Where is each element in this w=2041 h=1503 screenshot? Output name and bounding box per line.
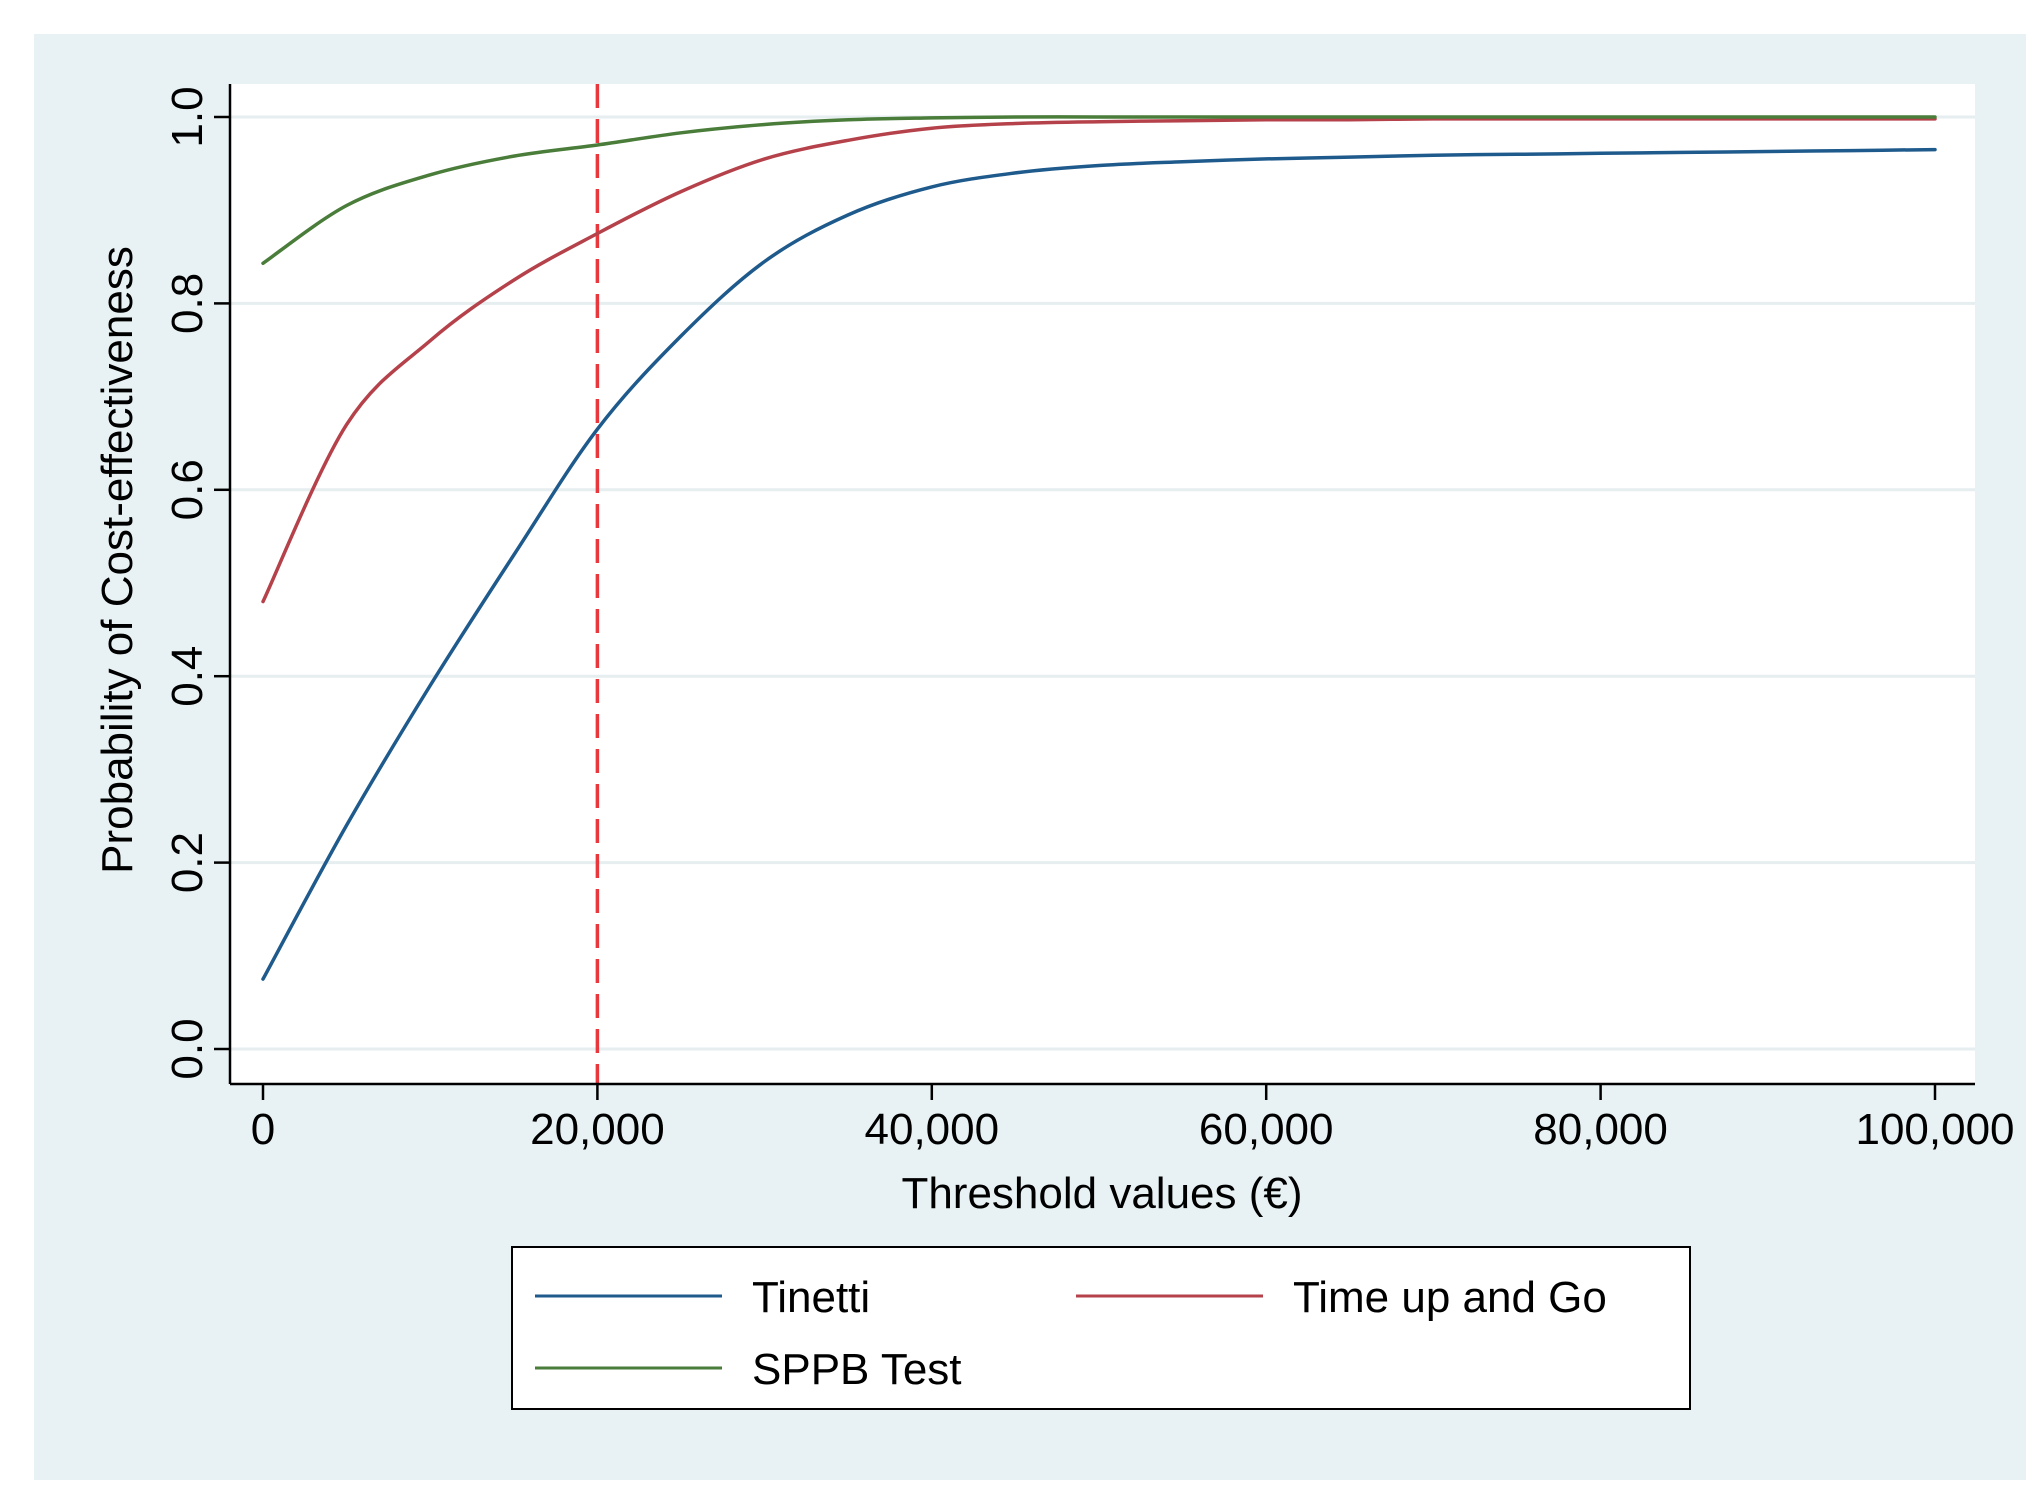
y-tick-label-5: 1.0 bbox=[163, 86, 212, 147]
x-tick-label-2: 40,000 bbox=[865, 1105, 1000, 1154]
series-line-tinetti bbox=[261, 147, 1937, 981]
x-tick-label-5: 100,000 bbox=[1855, 1105, 2014, 1154]
legend-label-tinetti: Tinetti bbox=[752, 1273, 870, 1322]
ticks: 0 20,000 40,000 60,000 80,000 100,000 0.0 0.2 0.… bbox=[163, 86, 2015, 1154]
y-tick-label-4: 0.8 bbox=[163, 273, 212, 334]
plot-background bbox=[230, 84, 1975, 1084]
y-axis-title: Probability of Cost-effectiveness bbox=[93, 246, 142, 874]
x-axis-title: Threshold values (€) bbox=[901, 1169, 1302, 1218]
series-line-sppb-test bbox=[261, 115, 1937, 266]
x-tick-label-3: 60,000 bbox=[1199, 1105, 1334, 1154]
series-line-time-up-and-go bbox=[261, 117, 1937, 604]
legend-label-time-up-and-go: Time up and Go bbox=[1293, 1273, 1607, 1322]
y-tick-label-3: 0.6 bbox=[163, 459, 212, 520]
axes bbox=[228, 84, 1975, 1086]
legend-label-sppb-test: SPPB Test bbox=[752, 1345, 962, 1394]
x-tick-label-0: 0 bbox=[251, 1105, 275, 1154]
y-tick-label-1: 0.2 bbox=[163, 832, 212, 893]
legend: Tinetti Time up and Go SPPB Test bbox=[511, 1246, 1691, 1410]
x-tick-label-4: 80,000 bbox=[1533, 1105, 1668, 1154]
y-tick-label-2: 0.4 bbox=[163, 646, 212, 707]
legend-box bbox=[511, 1246, 1691, 1410]
series-lines bbox=[261, 115, 1937, 981]
y-tick-label-0: 0.0 bbox=[163, 1018, 212, 1079]
x-tick-label-1: 20,000 bbox=[530, 1105, 665, 1154]
